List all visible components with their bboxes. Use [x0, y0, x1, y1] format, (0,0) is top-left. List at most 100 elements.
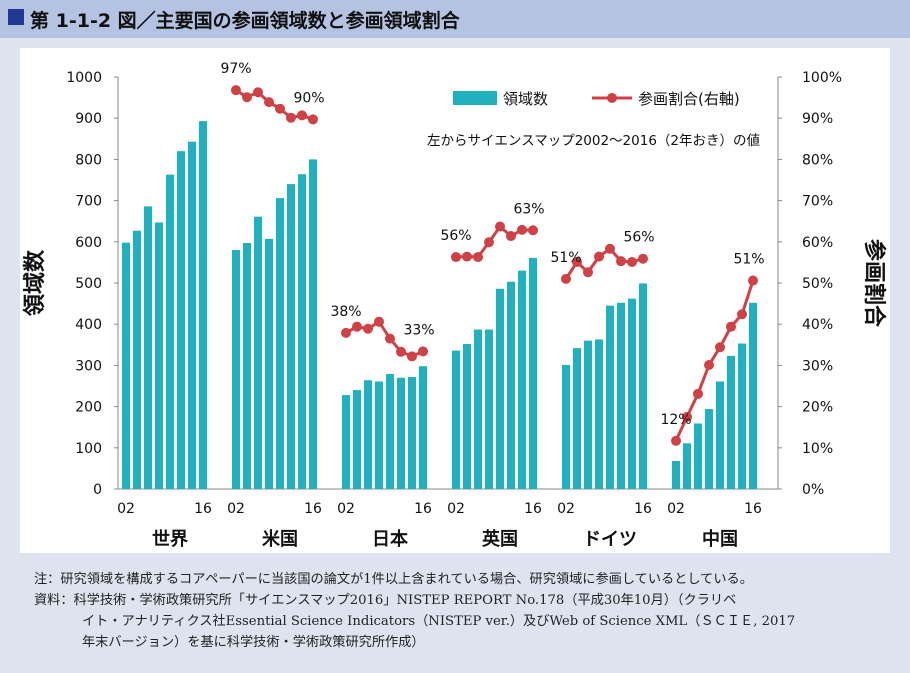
bar	[716, 381, 724, 489]
bar	[672, 460, 680, 489]
left-tick-label: 0	[93, 482, 102, 498]
x-tick-label: 16	[634, 501, 652, 517]
source-line-cont: イト・アナリティクス社Essential Science Indicators（…	[82, 614, 796, 629]
share-point	[407, 351, 417, 362]
share-point	[594, 251, 604, 262]
bar	[155, 222, 163, 489]
right-tick-label: 30%	[802, 358, 833, 374]
share-point	[242, 92, 252, 103]
bar	[474, 329, 482, 489]
group-label: 中国	[702, 528, 738, 550]
bar	[584, 340, 592, 489]
share-point	[704, 359, 714, 370]
share-point	[583, 267, 593, 278]
share-point	[297, 110, 307, 121]
x-tick-label: 02	[667, 501, 685, 517]
left-tick-label: 100	[75, 441, 102, 457]
notes: 注：研究領域を構成するコアペーパーに当該国の論文が1件以上含まれている場合、研究…	[34, 569, 884, 653]
share-point	[693, 388, 703, 399]
bar	[749, 302, 757, 489]
x-tick-label: 02	[337, 501, 355, 517]
left-tick-label: 1000	[66, 70, 102, 86]
bar	[694, 423, 702, 489]
bar	[375, 381, 383, 489]
share-point	[385, 333, 395, 344]
bar	[628, 298, 636, 489]
share-point	[517, 224, 527, 235]
share-data-label: 90%	[293, 90, 324, 106]
share-data-label: 56%	[623, 230, 654, 246]
left-tick-label: 400	[75, 317, 102, 333]
share-data-label: 51%	[733, 252, 764, 268]
right-axis-title: 参画割合	[861, 239, 887, 328]
legend-bar-swatch	[453, 91, 497, 105]
share-point	[253, 87, 263, 98]
bar	[518, 270, 526, 489]
bar	[738, 343, 746, 489]
share-point	[682, 411, 692, 422]
group-label: 世界	[152, 529, 188, 550]
left-tick-label: 600	[75, 235, 102, 251]
bar	[639, 283, 647, 489]
x-tick-label: 16	[744, 501, 762, 517]
share-data-label: 51%	[550, 250, 581, 266]
bar	[408, 376, 416, 489]
chart-annotation: 左からサイエンスマップ2002～2016（2年おき）の値	[427, 133, 760, 149]
x-tick-label: 16	[194, 501, 212, 517]
bar	[562, 364, 570, 489]
share-point	[495, 221, 505, 232]
left-tick-label: 800	[75, 152, 102, 168]
bar	[122, 242, 130, 489]
legend-bar-label: 領域数	[503, 90, 548, 108]
share-point	[627, 256, 637, 267]
x-tick-label: 16	[524, 501, 542, 517]
x-tick-label: 02	[557, 501, 575, 517]
right-tick-label: 10%	[802, 441, 833, 457]
bar	[177, 151, 185, 489]
share-point	[671, 435, 681, 446]
left-tick-label: 200	[75, 400, 102, 416]
bar	[496, 288, 504, 489]
share-point	[506, 231, 516, 242]
share-point	[528, 225, 538, 236]
share-point	[748, 275, 758, 286]
right-tick-label: 40%	[802, 317, 833, 333]
left-tick-label: 700	[75, 194, 102, 210]
share-point	[561, 273, 571, 284]
right-tick-label: 0%	[802, 482, 824, 498]
group-label: 英国	[481, 528, 518, 550]
bar	[419, 366, 427, 489]
share-data-label: 12%	[660, 412, 691, 428]
bar	[342, 395, 350, 489]
share-data-label: 56%	[440, 228, 471, 244]
bar	[606, 305, 614, 489]
share-point	[374, 316, 384, 327]
share-point	[308, 114, 318, 125]
source-line: 資料：科学技術・学術政策研究所「サイエンスマップ2016」NISTEP REPO…	[34, 593, 737, 608]
share-point	[396, 346, 406, 357]
share-point	[616, 256, 626, 267]
right-tick-label: 50%	[802, 276, 833, 292]
share-point	[418, 346, 428, 357]
share-point	[264, 97, 274, 108]
bar	[298, 174, 306, 489]
right-tick-label: 90%	[802, 111, 833, 127]
bar	[309, 159, 317, 489]
left-tick-label: 900	[75, 111, 102, 127]
bar	[595, 339, 603, 489]
share-point	[286, 112, 296, 123]
share-point	[341, 327, 351, 338]
share-data-label: 38%	[330, 304, 361, 320]
bar	[485, 329, 493, 489]
share-data-label: 33%	[403, 322, 434, 338]
right-tick-label: 80%	[802, 152, 833, 168]
page-title: 第 1‐1‐2 図／主要国の参画領域数と参画領域割合	[30, 10, 460, 32]
group-label: 米国	[262, 528, 298, 550]
bar	[386, 374, 394, 489]
bar	[364, 380, 372, 489]
bar	[727, 355, 735, 489]
share-point	[726, 321, 736, 332]
group-label: 日本	[372, 528, 408, 550]
bar	[265, 238, 273, 489]
chart-panel: 0 100 200 300 400 500 600 700 800 900 1000 0% 10% 20%…	[20, 48, 890, 553]
